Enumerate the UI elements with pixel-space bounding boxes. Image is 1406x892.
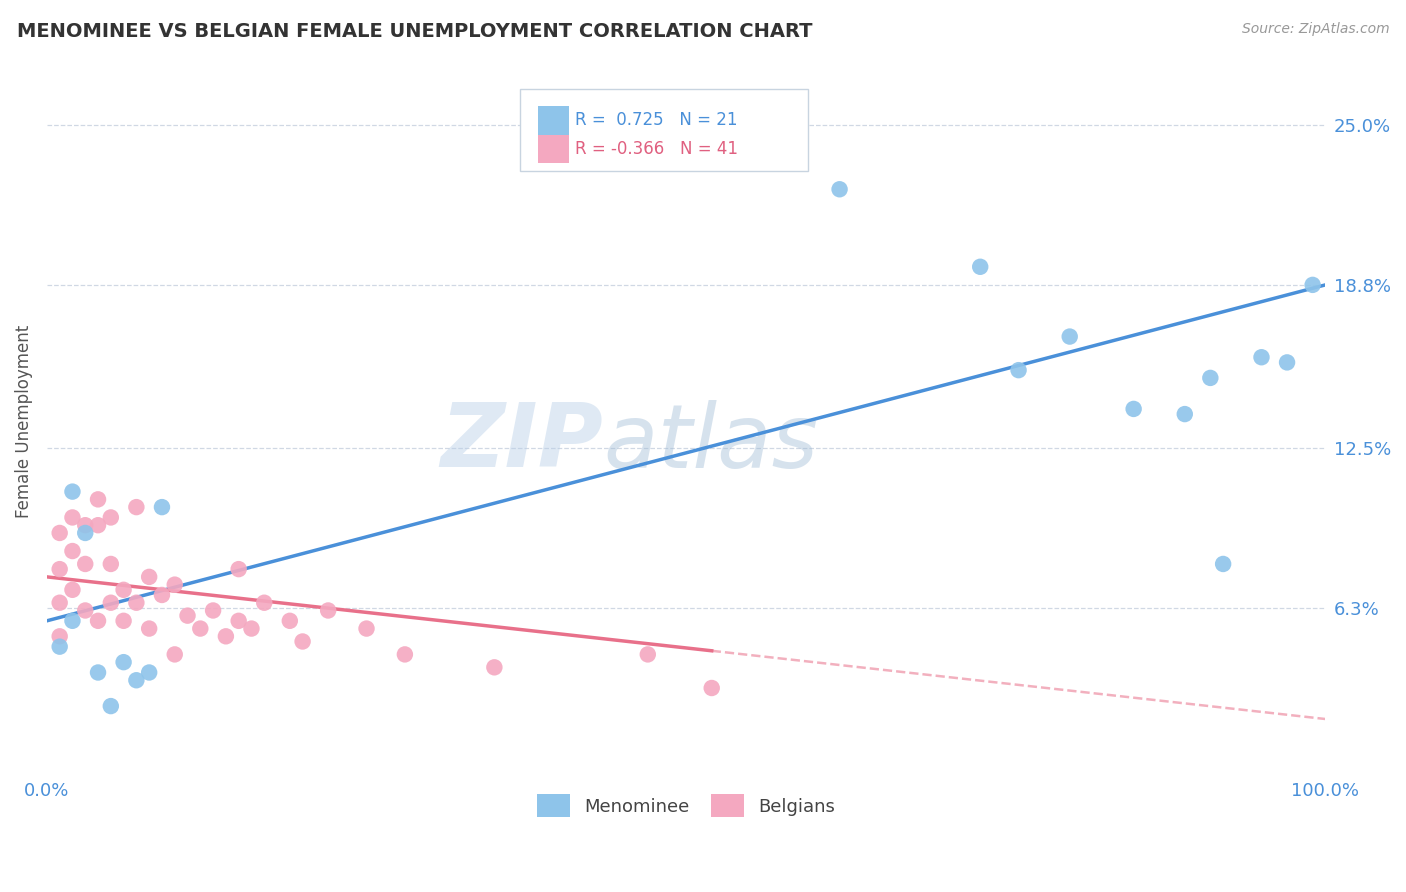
Point <box>240 622 263 636</box>
Point <box>150 588 173 602</box>
Point <box>176 608 198 623</box>
Point <box>100 699 122 714</box>
Point <box>138 622 160 636</box>
Point <box>48 525 70 540</box>
Point <box>150 500 173 515</box>
Point <box>112 655 135 669</box>
Point <box>163 648 186 662</box>
Point <box>969 260 991 274</box>
Point <box>125 673 148 688</box>
Point <box>356 622 378 636</box>
Point <box>48 596 70 610</box>
Text: atlas: atlas <box>603 400 818 486</box>
Point <box>1275 355 1298 369</box>
Point <box>87 665 110 680</box>
Text: R = -0.366   N = 41: R = -0.366 N = 41 <box>575 140 738 158</box>
Point <box>1059 329 1081 343</box>
Text: R =  0.725   N = 21: R = 0.725 N = 21 <box>575 112 738 129</box>
Point <box>48 562 70 576</box>
Point <box>125 596 148 610</box>
Point <box>828 182 851 196</box>
Point <box>75 603 97 617</box>
Point <box>637 648 659 662</box>
Point <box>253 596 276 610</box>
Point <box>62 544 84 558</box>
Point <box>1199 371 1222 385</box>
Point <box>87 614 110 628</box>
Point <box>112 614 135 628</box>
Point <box>188 622 211 636</box>
Point <box>75 557 97 571</box>
Point <box>394 648 416 662</box>
Point <box>62 582 84 597</box>
Point <box>48 640 70 654</box>
Point <box>100 596 122 610</box>
Point <box>62 510 84 524</box>
Point <box>62 614 84 628</box>
Point <box>112 582 135 597</box>
Point <box>75 518 97 533</box>
Point <box>291 634 314 648</box>
Point <box>138 570 160 584</box>
Point <box>202 603 225 617</box>
Point <box>278 614 301 628</box>
Point <box>48 629 70 643</box>
Point <box>163 577 186 591</box>
Point <box>316 603 339 617</box>
Point <box>1212 557 1234 571</box>
Point <box>215 629 238 643</box>
Point <box>87 492 110 507</box>
Point <box>228 562 250 576</box>
Point <box>75 525 97 540</box>
Text: Source: ZipAtlas.com: Source: ZipAtlas.com <box>1241 22 1389 37</box>
Point <box>228 614 250 628</box>
Point <box>484 660 506 674</box>
Point <box>87 518 110 533</box>
Point <box>1174 407 1197 421</box>
Point <box>1250 350 1272 364</box>
Point <box>100 510 122 524</box>
Point <box>125 500 148 515</box>
Y-axis label: Female Unemployment: Female Unemployment <box>15 326 32 518</box>
Text: ZIP: ZIP <box>440 400 603 486</box>
Point <box>1302 277 1324 292</box>
Point <box>138 665 160 680</box>
Point <box>700 681 723 695</box>
Point <box>1122 401 1144 416</box>
Point <box>100 557 122 571</box>
Point <box>1007 363 1029 377</box>
Text: MENOMINEE VS BELGIAN FEMALE UNEMPLOYMENT CORRELATION CHART: MENOMINEE VS BELGIAN FEMALE UNEMPLOYMENT… <box>17 22 813 41</box>
Point <box>62 484 84 499</box>
Legend: Menominee, Belgians: Menominee, Belgians <box>530 787 842 824</box>
